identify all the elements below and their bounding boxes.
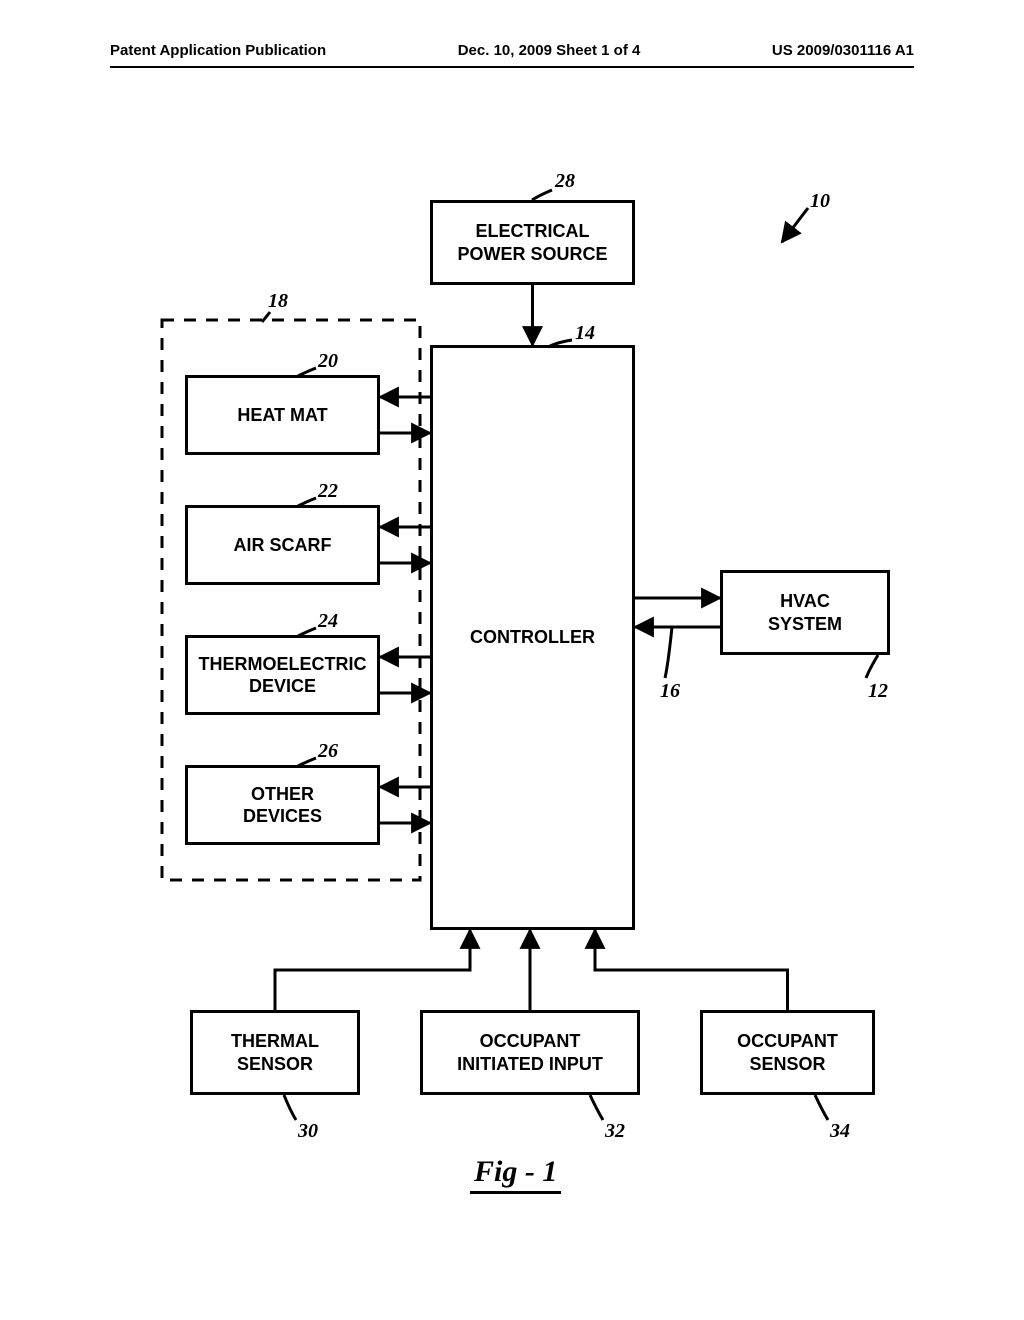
heat-mat-box: HEAT MAT	[185, 375, 380, 455]
ref-20: 20	[318, 350, 338, 373]
block-diagram: ELECTRICALPOWER SOURCE CONTROLLER HVACSY…	[0, 0, 1024, 1320]
ref-28: 28	[555, 170, 575, 193]
ref-24: 24	[318, 610, 338, 633]
ref-16: 16	[660, 680, 680, 703]
ref-30: 30	[298, 1120, 318, 1143]
ref-26: 26	[318, 740, 338, 763]
power-source-box: ELECTRICALPOWER SOURCE	[430, 200, 635, 285]
occupant-sensor-box: OCCUPANTSENSOR	[700, 1010, 875, 1095]
controller-box: CONTROLLER	[430, 345, 635, 930]
thermoelectric-box: THERMOELECTRICDEVICE	[185, 635, 380, 715]
other-devices-box: OTHERDEVICES	[185, 765, 380, 845]
thermal-sensor-box: THERMALSENSOR	[190, 1010, 360, 1095]
page: Patent Application Publication Dec. 10, …	[0, 0, 1024, 1320]
ref-34: 34	[830, 1120, 850, 1143]
ref-18: 18	[268, 290, 288, 313]
ref-14: 14	[575, 322, 595, 345]
ref-22: 22	[318, 480, 338, 503]
ref-10: 10	[810, 190, 830, 213]
air-scarf-box: AIR SCARF	[185, 505, 380, 585]
hvac-box: HVACSYSTEM	[720, 570, 890, 655]
figure-label: Fig - 1	[470, 1155, 561, 1194]
ref-12: 12	[868, 680, 888, 703]
occupant-input-box: OCCUPANTINITIATED INPUT	[420, 1010, 640, 1095]
ref-32: 32	[605, 1120, 625, 1143]
